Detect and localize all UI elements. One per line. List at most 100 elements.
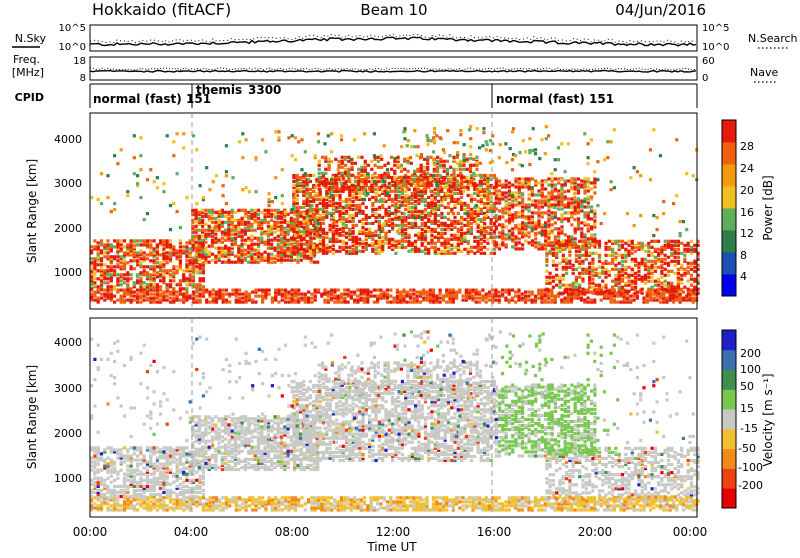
power-cell [302,248,305,251]
power-cell [179,226,182,229]
power-cell [309,212,312,215]
power-cell [254,243,257,246]
power-cell [462,168,465,171]
power-cell [560,299,563,302]
power-cell [587,205,590,208]
power-cell [149,265,152,268]
power-cell [557,217,560,220]
power-cell [462,186,465,189]
power-cell [613,299,616,302]
power-cell [467,220,470,223]
power-cell [106,265,109,268]
power-cell [287,221,290,224]
power-cell [685,295,688,298]
power-cell [580,199,583,202]
power-cell [270,253,273,256]
power-cell [270,213,273,216]
power-cell [264,209,267,212]
power-cell [97,285,100,288]
power-cell [444,228,447,231]
power-cell [647,254,650,257]
power-cell [126,194,129,197]
power-cell [123,245,126,248]
power-cell [103,289,106,292]
power-cell [320,293,323,296]
power-cell [521,293,524,296]
power-cell [179,287,182,290]
power-cell [460,196,463,199]
power-cell [637,278,640,281]
power-cell [439,289,442,292]
power-cell [452,289,455,292]
power-cell [437,200,440,203]
power-cell [361,226,364,229]
power-cell [618,254,621,257]
power-cell [557,231,560,234]
power-cell [176,269,179,272]
power-cell [153,247,156,250]
power-cell [537,241,540,244]
power-cell [558,276,561,279]
power-cell [325,232,328,235]
power-cell [356,295,359,298]
power-cell [198,253,201,256]
power-cell [485,293,488,296]
power-cell [677,256,680,259]
power-cell [355,196,358,199]
power-cell [549,282,552,285]
power-cell [299,206,302,209]
power-cell [664,258,667,261]
power-cell [277,130,280,133]
power-cell [587,301,590,304]
power-cell [634,244,637,247]
power-cell [159,273,162,276]
power-cell [277,136,280,139]
power-cell [475,184,478,187]
power-cell [300,297,303,300]
power-cell [244,253,247,256]
power-cell [136,243,139,246]
power-cell [627,240,630,243]
power-cell [221,231,224,234]
power-cell [307,178,310,181]
power-cell [254,219,257,222]
power-cell [483,252,486,255]
power-cell [231,226,234,229]
power-cell [347,168,350,171]
power-cell [434,202,437,205]
power-cell [412,289,415,292]
power-cell [417,198,420,201]
power-cell [604,268,607,271]
power-cell [555,252,558,255]
power-cell [450,228,453,231]
power-cell [296,198,299,201]
power-cell [683,244,686,247]
power-cell [116,255,119,258]
power-cell [598,240,601,243]
power-cell [608,240,611,243]
power-cell [581,288,584,291]
power-cell [528,203,531,206]
power-cell [598,276,601,279]
power-cell [224,261,227,264]
power-cell [179,245,182,248]
noise-tick-right-bottom: 10^0 [702,42,729,53]
power-cell [348,246,351,249]
power-cell [318,160,321,163]
power-cell [413,145,416,148]
power-cell [250,229,253,232]
power-cell [370,190,373,193]
power-cell [637,262,640,265]
power-cell [113,245,116,248]
power-cell [528,177,531,180]
power-cell [273,247,276,250]
power-cell [218,219,221,222]
power-cell [577,189,580,192]
power-cell [254,249,257,252]
power-cell [139,301,142,304]
power-cell [687,242,690,245]
power-cell [444,222,447,225]
power-cell [103,269,106,272]
power-cell [479,180,482,183]
power-cell [381,204,384,207]
